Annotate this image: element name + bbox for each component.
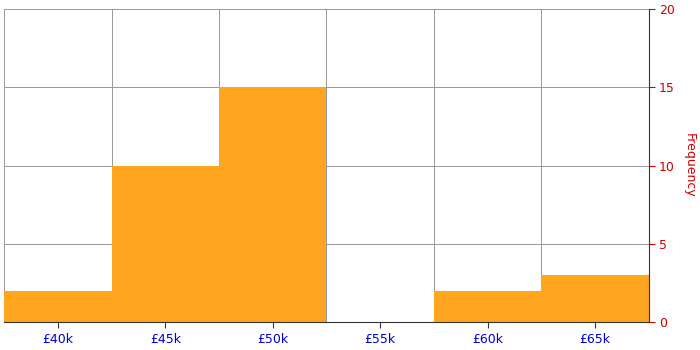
- Bar: [219, 88, 326, 322]
- Bar: [541, 275, 649, 322]
- Bar: [434, 291, 541, 322]
- Y-axis label: Frequency: Frequency: [682, 133, 696, 198]
- Bar: [111, 166, 219, 322]
- Bar: [4, 291, 111, 322]
